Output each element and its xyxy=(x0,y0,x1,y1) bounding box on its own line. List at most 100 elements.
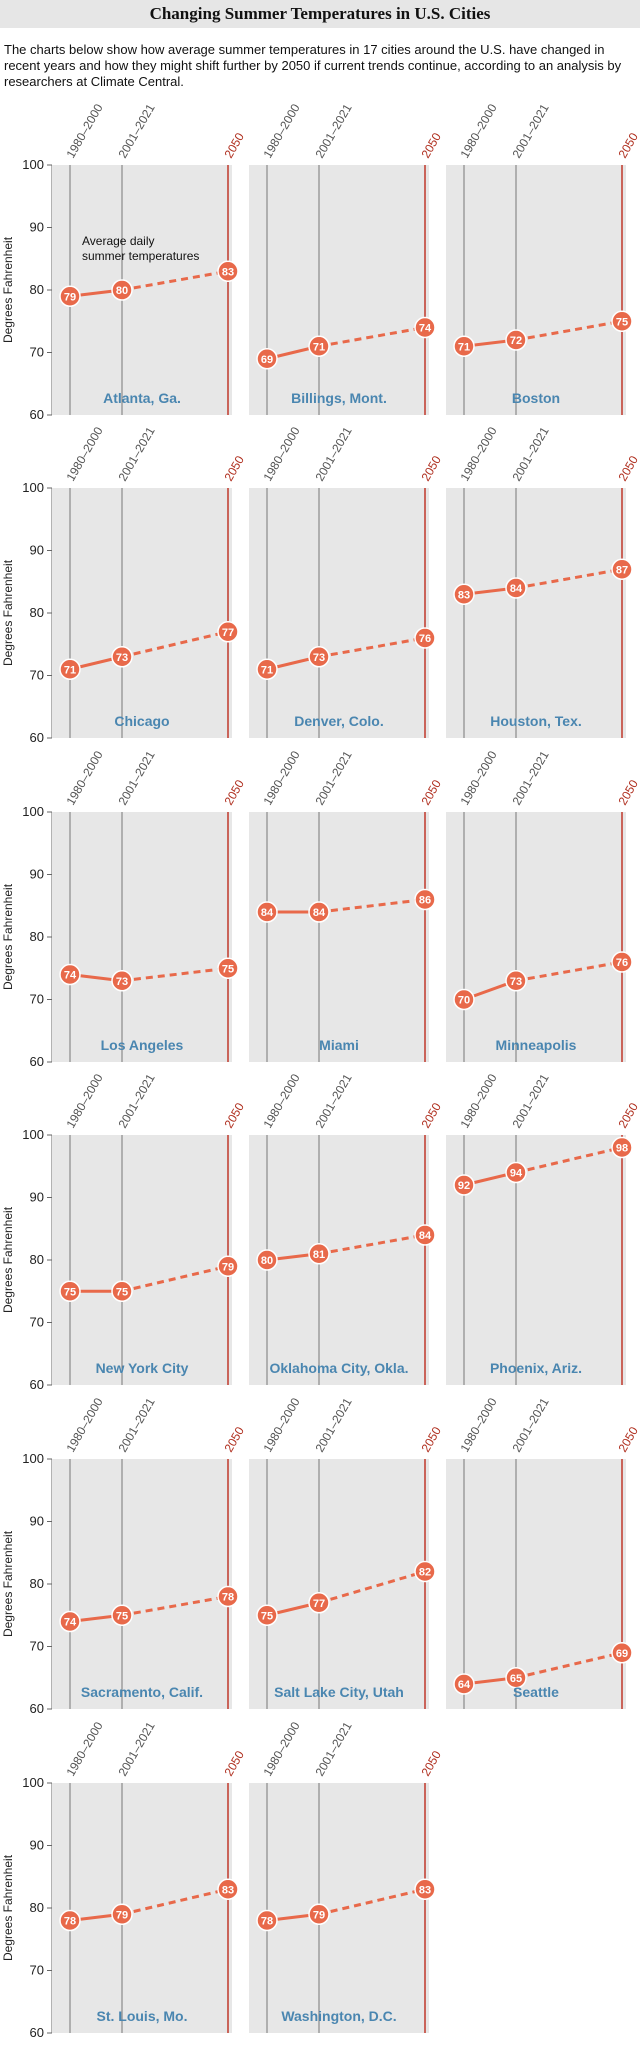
period-label: 1980–2000 xyxy=(63,1071,105,1130)
period-label: 2001–2021 xyxy=(312,1071,354,1130)
data-point xyxy=(59,1610,81,1633)
data-label: 75 xyxy=(116,1286,128,1298)
data-label: 70 xyxy=(458,995,470,1007)
data-label: 79 xyxy=(116,1909,128,1921)
data-label: 78 xyxy=(64,1916,76,1928)
panel-background xyxy=(52,1459,232,1709)
city-label: St. Louis, Mo. xyxy=(97,2008,188,2024)
data-label: 79 xyxy=(313,1909,325,1921)
projection-line xyxy=(515,960,623,983)
data-label: 73 xyxy=(116,976,128,988)
y-tick-label: 90 xyxy=(30,220,44,235)
data-label: 64 xyxy=(458,1679,471,1691)
period-label: 1980–2000 xyxy=(63,1719,105,1778)
period-label: 2001–2021 xyxy=(115,101,157,160)
data-label: 75 xyxy=(616,316,628,328)
data-point xyxy=(453,335,475,357)
period-label: 2050 xyxy=(615,453,640,483)
period-label: 1980–2000 xyxy=(260,424,302,483)
period-label: 2001–2021 xyxy=(509,424,551,483)
y-tick-label: 70 xyxy=(30,1639,44,1654)
panel-background xyxy=(249,812,429,1062)
data-label: 94 xyxy=(510,1168,523,1180)
data-label: 83 xyxy=(222,266,234,278)
data-label: 75 xyxy=(261,1610,273,1622)
city-label: Phoenix, Ariz. xyxy=(490,1360,582,1376)
data-point xyxy=(611,558,633,580)
data-label: 73 xyxy=(510,976,522,988)
data-point xyxy=(59,1280,81,1302)
data-label: 83 xyxy=(458,589,470,601)
data-point xyxy=(111,1604,133,1626)
panel-background xyxy=(52,1135,232,1385)
data-point xyxy=(414,316,436,339)
period-label: 2050 xyxy=(418,130,444,160)
data-point xyxy=(453,583,475,605)
data-label: 69 xyxy=(261,354,273,366)
y-axis-label: Degrees Fahrenheit xyxy=(1,1530,15,1637)
data-point xyxy=(611,1136,633,1159)
data-point xyxy=(217,1585,239,1608)
y-tick-label: 90 xyxy=(30,867,44,882)
data-label: 78 xyxy=(222,1592,234,1604)
city-label: Boston xyxy=(512,390,560,406)
panel-background xyxy=(249,1459,429,1709)
period-label: 1980–2000 xyxy=(457,424,499,483)
y-tick-label: 80 xyxy=(30,1252,44,1267)
y-tick-label: 100 xyxy=(22,804,44,819)
data-label: 71 xyxy=(261,664,273,676)
period-label: 1980–2000 xyxy=(457,1071,499,1130)
data-point xyxy=(217,260,239,282)
city-label: Washington, D.C. xyxy=(281,2008,396,2024)
period-label: 2050 xyxy=(418,1424,444,1454)
city-label: Miami xyxy=(319,1037,359,1053)
data-point xyxy=(453,1673,475,1695)
data-point xyxy=(414,1560,436,1583)
projection-line xyxy=(121,1887,229,1916)
period-label: 2050 xyxy=(221,453,247,483)
data-point xyxy=(414,1224,436,1246)
projection-line xyxy=(515,1146,623,1174)
period-label: 2001–2021 xyxy=(509,1395,551,1454)
period-label: 1980–2000 xyxy=(457,101,499,160)
y-tick-label: 100 xyxy=(22,1451,44,1466)
y-tick-label: 100 xyxy=(22,1775,44,1790)
projection-line xyxy=(121,966,229,983)
y-tick-label: 90 xyxy=(30,543,44,558)
period-label: 2050 xyxy=(615,777,640,807)
y-tick-label: 90 xyxy=(30,1514,44,1529)
panel-background xyxy=(249,1783,429,2033)
data-label: 73 xyxy=(116,652,128,664)
data-point xyxy=(453,1174,475,1196)
y-axis-label: Degrees Fahrenheit xyxy=(1,883,15,990)
y-tick-label: 80 xyxy=(30,1900,44,1915)
city-label: Los Angeles xyxy=(101,1037,184,1053)
data-label: 92 xyxy=(458,1180,470,1192)
city-label: New York City xyxy=(96,1360,189,1376)
y-tick-label: 60 xyxy=(30,1054,44,1069)
data-label: 75 xyxy=(222,963,234,975)
data-point xyxy=(59,658,81,680)
data-label: 75 xyxy=(64,1286,76,1298)
y-tick-label: 100 xyxy=(22,480,44,495)
data-point xyxy=(505,577,527,599)
data-label: 74 xyxy=(64,1617,77,1629)
city-label: Denver, Colo. xyxy=(294,713,383,729)
data-label: 87 xyxy=(616,564,628,576)
projection-line xyxy=(121,1595,229,1617)
y-axis-label: Degrees Fahrenheit xyxy=(1,1854,15,1961)
title-bar xyxy=(0,0,640,28)
data-label: 84 xyxy=(261,907,274,919)
period-label: 1980–2000 xyxy=(63,1395,105,1454)
y-tick-label: 80 xyxy=(30,605,44,620)
period-label: 2001–2021 xyxy=(312,424,354,483)
y-tick-label: 60 xyxy=(30,1377,44,1392)
period-label: 2050 xyxy=(221,1424,247,1454)
data-label: 84 xyxy=(313,907,326,919)
data-point xyxy=(308,1903,330,1925)
panel-background xyxy=(52,1783,232,2033)
data-point xyxy=(505,1161,527,1184)
data-point xyxy=(611,310,633,332)
panel-background xyxy=(52,165,232,415)
projection-line xyxy=(318,1887,426,1916)
